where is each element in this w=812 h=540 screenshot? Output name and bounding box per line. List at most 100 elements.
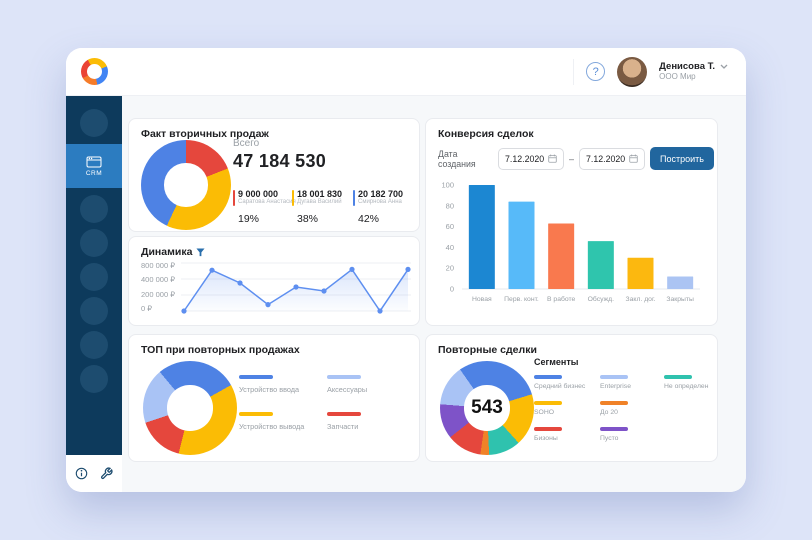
svg-text:Перв. конт.: Перв. конт. <box>504 296 539 303</box>
svg-text:100: 100 <box>441 181 454 190</box>
sidebar-item-placeholder[interactable] <box>80 195 108 223</box>
svg-text:Закрыты: Закрыты <box>666 296 694 303</box>
legend-marker <box>664 375 692 379</box>
legend-item: Enterprise <box>600 375 664 390</box>
card-secondary-sales: Факт вторичных продаж Всего 47 184 530 9… <box>128 118 420 232</box>
legend-item: Средний бизнес <box>534 375 600 390</box>
legend-label: Бизоны <box>534 435 558 442</box>
svg-text:40: 40 <box>446 243 454 252</box>
legend-label: Средний бизнес <box>534 383 586 390</box>
stat-value: 9 000 000 <box>238 189 279 199</box>
donut-center-value: 543 <box>471 397 503 418</box>
svg-text:Закл. дог.: Закл. дог. <box>626 296 656 303</box>
legend-item: Устройство вывода <box>239 412 327 431</box>
date-from-input[interactable]: 7.12.2020 <box>498 147 564 170</box>
date-from-value: 7.12.2020 <box>505 153 545 164</box>
stat-color-marker <box>292 190 294 206</box>
stat-percent: 19% <box>238 213 260 225</box>
legend-item: Пусто <box>600 427 664 442</box>
date-to-input[interactable]: 7.12.2020 <box>579 147 646 170</box>
legend-marker <box>327 412 361 416</box>
sidebar-item-crm-label: CRM <box>85 169 103 177</box>
stat-person: Дугава Василий <box>297 199 342 205</box>
calendar-icon <box>548 154 557 163</box>
stat-item: 20 182 700 Смирнова Анна 42% <box>353 189 412 225</box>
legend-item: Запчасти <box>327 412 411 431</box>
info-icon[interactable] <box>75 467 88 480</box>
y-tick-label: 0 ₽ <box>141 303 153 313</box>
legend-label: До 20 <box>600 409 618 416</box>
app-logo-icon[interactable] <box>81 58 108 85</box>
card-repeat-deals: Повторные сделки 543 Сегменты Средний би… <box>425 334 718 462</box>
legend-marker <box>600 375 628 379</box>
legend-label: Устройство вывода <box>239 422 305 431</box>
sidebar-item-placeholder[interactable] <box>80 263 108 291</box>
chevron-down-icon <box>720 64 728 70</box>
card-title: Динамика <box>141 246 193 258</box>
crm-app-icon <box>86 156 102 167</box>
legend-item: Бизоны <box>534 427 600 442</box>
user-avatar[interactable] <box>617 56 648 87</box>
segments-legend-title: Сегменты <box>534 357 579 367</box>
sidebar-item-placeholder[interactable] <box>80 297 108 325</box>
card-top-repeat-sales: ТОП при повторных продажах Устройство вв… <box>128 334 420 462</box>
wrench-icon[interactable] <box>100 467 113 480</box>
stat-person: Саратова Анастасия <box>238 199 296 205</box>
date-label: Дата создания <box>438 148 476 169</box>
stat-color-marker <box>353 190 355 206</box>
user-menu[interactable]: Денисова Т. ООО Мир <box>659 61 728 82</box>
total-value: 47 184 530 <box>233 151 327 171</box>
legend-marker <box>600 427 628 431</box>
user-name: Денисова Т. <box>659 61 715 72</box>
sales-stats: 9 000 000 Саратова Анастасия 19% 18 001 … <box>233 189 412 225</box>
legend-label: Аксессуары <box>327 385 368 394</box>
stat-value: 18 001 830 <box>297 189 343 199</box>
repeat-deals-donut-chart: 543 <box>440 361 534 455</box>
total-label: Всего <box>233 138 260 149</box>
date-to-value: 7.12.2020 <box>586 153 626 164</box>
calendar-icon <box>629 154 638 163</box>
dashboard: Факт вторичных продаж Всего 47 184 530 9… <box>122 96 746 492</box>
legend-item: SOHO <box>534 401 600 416</box>
filter-icon[interactable] <box>196 247 205 257</box>
sidebar-item-crm[interactable]: CRM <box>66 144 122 188</box>
svg-text:80: 80 <box>446 201 454 210</box>
card-title: Конверсия сделок <box>438 128 534 140</box>
card-deal-conversion: Конверсия сделок Дата создания 7.12.2020… <box>425 118 718 326</box>
legend-label: Запчасти <box>327 422 359 431</box>
svg-text:Обсужд.: Обсужд. <box>588 295 614 303</box>
sidebar-footer <box>66 455 122 492</box>
card-title: ТОП при повторных продажах <box>141 344 300 356</box>
card-title: Повторные сделки <box>438 344 537 356</box>
legend-marker <box>534 375 562 379</box>
dynamics-line-chart <box>181 259 411 319</box>
stat-percent: 42% <box>358 213 380 225</box>
secondary-sales-donut-chart <box>141 140 231 230</box>
dynamics-y-axis: 800 000 ₽ 400 000 ₽ 200 000 ₽ 0 ₽ <box>141 261 175 313</box>
sidebar-item-placeholder[interactable] <box>80 109 108 137</box>
app-header: ? Денисова Т. ООО Мир <box>66 48 746 96</box>
legend-label: Не определен <box>664 383 709 390</box>
legend-marker <box>534 401 562 405</box>
sidebar-item-placeholder[interactable] <box>80 229 108 257</box>
sidebar-item-placeholder[interactable] <box>80 365 108 393</box>
y-tick-label: 800 000 ₽ <box>141 261 175 270</box>
legend-label: Enterprise <box>600 383 631 390</box>
legend-marker <box>239 412 273 416</box>
stat-item: 18 001 830 Дугава Василий 38% <box>292 189 353 225</box>
legend-marker <box>600 401 628 405</box>
sidebar-item-placeholder[interactable] <box>80 331 108 359</box>
legend-marker <box>534 427 562 431</box>
legend-item <box>664 401 720 416</box>
y-tick-label: 200 000 ₽ <box>141 289 175 299</box>
build-button[interactable]: Построить <box>650 147 714 170</box>
header-divider <box>573 58 575 85</box>
conversion-bar-chart: 0 20 40 60 80 100 Новая Перв. конт. В работе Обсу… <box>432 177 704 317</box>
card-title: Факт вторичных продаж <box>141 128 269 140</box>
stat-percent: 38% <box>297 213 319 225</box>
legend-item: Не определен <box>664 375 720 390</box>
svg-text:Новая: Новая <box>472 296 492 303</box>
help-icon[interactable]: ? <box>586 62 606 81</box>
stat-value: 20 182 700 <box>358 189 404 199</box>
svg-text:В работе: В работе <box>547 295 576 303</box>
